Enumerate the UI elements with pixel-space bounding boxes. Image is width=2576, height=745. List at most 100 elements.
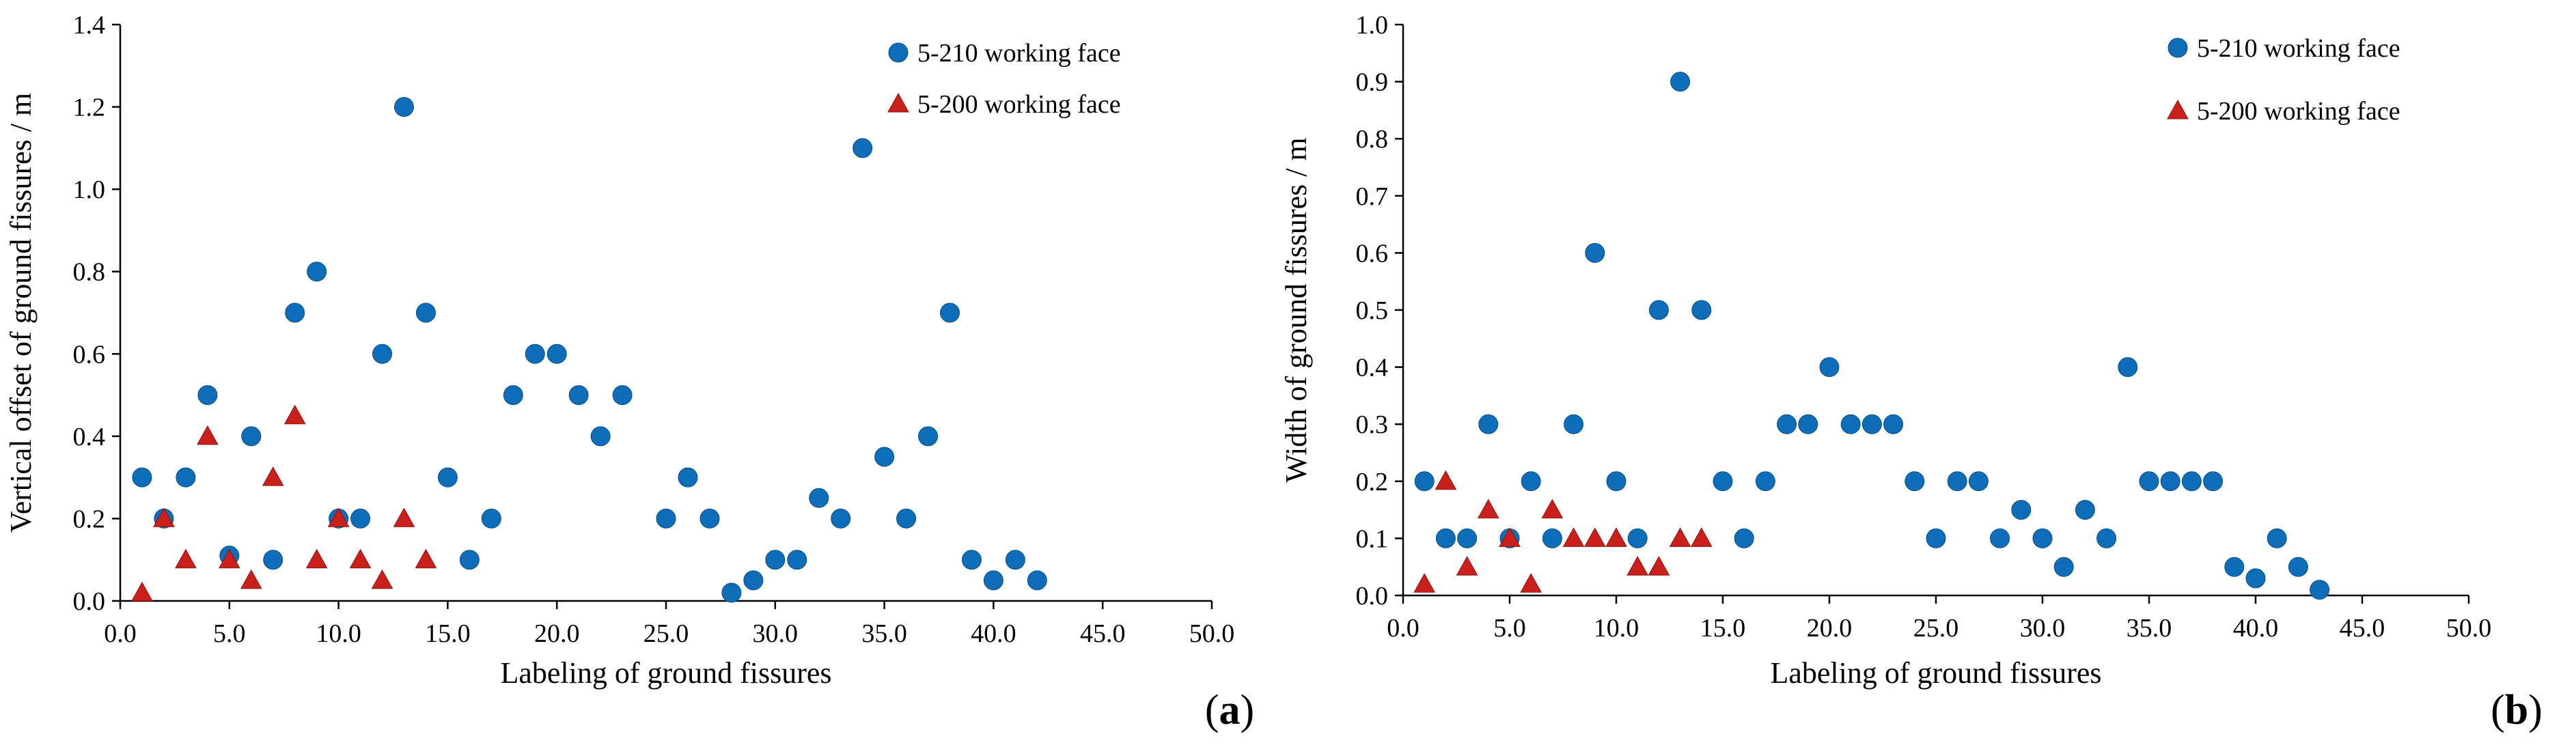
data-point-circle (307, 262, 327, 282)
data-point-circle (285, 303, 305, 323)
data-point-circle (1005, 550, 1025, 570)
data-point-circle (918, 426, 939, 447)
data-point-circle (1478, 414, 1499, 434)
data-point-circle (176, 467, 196, 488)
data-point-circle (787, 550, 807, 570)
legend: 5-210 working face 5-200 working face (887, 39, 1121, 119)
x-tick-label: 5.0 (1493, 614, 1526, 643)
data-point-circle (1457, 528, 1478, 548)
data-point-circle (2181, 471, 2202, 492)
x-tick-label: 0.0 (104, 619, 137, 648)
chart-panel-a: 0.0 5.0 10.0 15.0 20.0 25.0 30.0 35.0 40.0 45.0 50… (4, 11, 1254, 733)
legend-label: 5-200 working face (2197, 97, 2400, 126)
legend-label: 5-200 working face (917, 90, 1121, 119)
legend-marker-triangle (2167, 99, 2189, 120)
y-tick-label: 0.7 (1356, 182, 1389, 211)
data-point-circle (1606, 471, 1626, 492)
data-point-circle (2139, 471, 2159, 492)
data-point-circle (1968, 471, 1989, 492)
data-point-triangle (305, 548, 328, 569)
data-point-triangle (1499, 527, 1521, 547)
data-point-circle (983, 570, 1003, 591)
x-tick-label: 50.0 (2446, 614, 2492, 643)
legend: 5-210 working face 5-200 working face (2167, 34, 2400, 126)
data-point-triangle (175, 548, 197, 569)
data-point-triangle (1477, 498, 1499, 519)
data-point-circle (393, 97, 414, 117)
data-point-triangle (415, 548, 437, 569)
data-point-circle (1861, 414, 1882, 434)
x-tick-label: 50.0 (1189, 619, 1235, 648)
data-point-triangle (1520, 573, 1542, 593)
data-point-circle (197, 385, 218, 406)
data-point-circle (241, 426, 262, 447)
data-point-triangle (153, 507, 175, 527)
data-point-circle (503, 385, 523, 406)
data-point-triangle (240, 569, 262, 589)
x-tick-label: 45.0 (2340, 614, 2385, 643)
data-point-triangle (131, 581, 153, 602)
x-tick-label: 40.0 (971, 619, 1016, 648)
data-point-circle (459, 550, 480, 570)
y-tick-label: 1.4 (73, 11, 106, 40)
x-tick-label: 5.0 (213, 619, 246, 648)
y-axis-title: Vertical offset of ground fissures / m (4, 93, 38, 533)
chart-panel-b: 0.0 5.0 10.0 15.0 20.0 25.0 30.0 35.0 40.0 45.0 50… (1279, 11, 2543, 733)
y-tick-label: 0.9 (1356, 68, 1389, 97)
y-tick-label: 1.0 (73, 175, 106, 204)
data-point-circle (1840, 414, 1861, 434)
data-point-circle (874, 447, 895, 467)
data-point-triangle (1626, 556, 1649, 576)
y-tick-label: 0.3 (1356, 410, 1389, 439)
data-point-circle (1648, 300, 1669, 320)
data-point-triangle (1456, 556, 1478, 576)
data-point-circle (1819, 357, 1840, 378)
data-point-triangle (283, 404, 306, 425)
data-point-circle (1435, 528, 1456, 548)
x-tick-label: 25.0 (643, 619, 689, 648)
data-point-triangle (1690, 527, 1713, 547)
data-point-circle (678, 467, 698, 488)
data-point-circle (1542, 528, 1562, 548)
y-tick-label: 0.8 (1356, 125, 1389, 154)
data-point-triangle (262, 466, 284, 486)
data-point-triangle (1413, 573, 1436, 593)
legend-marker-circle (888, 42, 909, 63)
data-point-circle (1691, 300, 1712, 320)
x-tick-label: 35.0 (861, 619, 907, 648)
data-point-circle (939, 303, 960, 323)
data-point-circle (1670, 72, 1691, 92)
data-point-triangle (1605, 527, 1627, 547)
y-tick-label: 0.6 (1356, 239, 1389, 268)
data-point-circle (1990, 528, 2010, 548)
data-point-triangle (327, 507, 350, 527)
data-point-circle (2053, 557, 2074, 577)
x-tick-label: 20.0 (534, 619, 580, 648)
x-tick-label: 40.0 (2233, 614, 2279, 643)
data-point-circle (2096, 528, 2117, 548)
data-point-circle (2267, 528, 2287, 548)
data-point-circle (481, 508, 501, 529)
data-point-circle (525, 343, 545, 364)
data-point-circle (700, 508, 720, 529)
data-point-triangle (371, 569, 393, 589)
y-tick-label: 0.2 (73, 505, 106, 533)
data-point-triangle (1669, 527, 1691, 547)
y-tick-label: 0.4 (1356, 354, 1389, 382)
y-tick-label: 1.2 (73, 94, 106, 122)
data-point-triangle (1435, 470, 1457, 490)
data-point-triangle (393, 507, 415, 527)
y-tick-label: 1.0 (1356, 11, 1389, 40)
data-point-circle (132, 467, 152, 488)
data-point-circle (1947, 471, 1967, 492)
x-tick-label: 35.0 (2127, 614, 2172, 643)
data-point-triangle (218, 548, 240, 569)
data-point-circle (1798, 414, 1818, 434)
data-point-triangle (1541, 498, 1564, 519)
y-tick-label: 0.2 (1356, 468, 1389, 496)
data-point-circle (2160, 471, 2180, 492)
data-point-circle (1883, 414, 1904, 434)
data-point-circle (765, 550, 786, 570)
data-point-circle (1414, 471, 1435, 492)
